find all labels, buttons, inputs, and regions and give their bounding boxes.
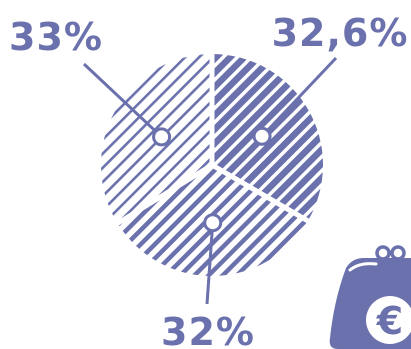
euro-symbol: € xyxy=(376,299,403,343)
slice-divider xyxy=(116,162,214,226)
slice-divider xyxy=(210,162,310,224)
coin-purse-euro-icon: € xyxy=(329,245,411,349)
leader-line-right xyxy=(260,56,338,138)
leader-line-bottom xyxy=(205,222,215,305)
leader-line-left xyxy=(82,62,163,138)
slice-label-left: 33% xyxy=(9,15,103,59)
marker-dot-left xyxy=(152,127,172,147)
slice-label-right: 32,6% xyxy=(272,11,409,55)
slice-label-bottom: 32% xyxy=(161,310,255,349)
marker-dot-right xyxy=(252,126,272,146)
marker-dot-bottom xyxy=(203,213,223,233)
